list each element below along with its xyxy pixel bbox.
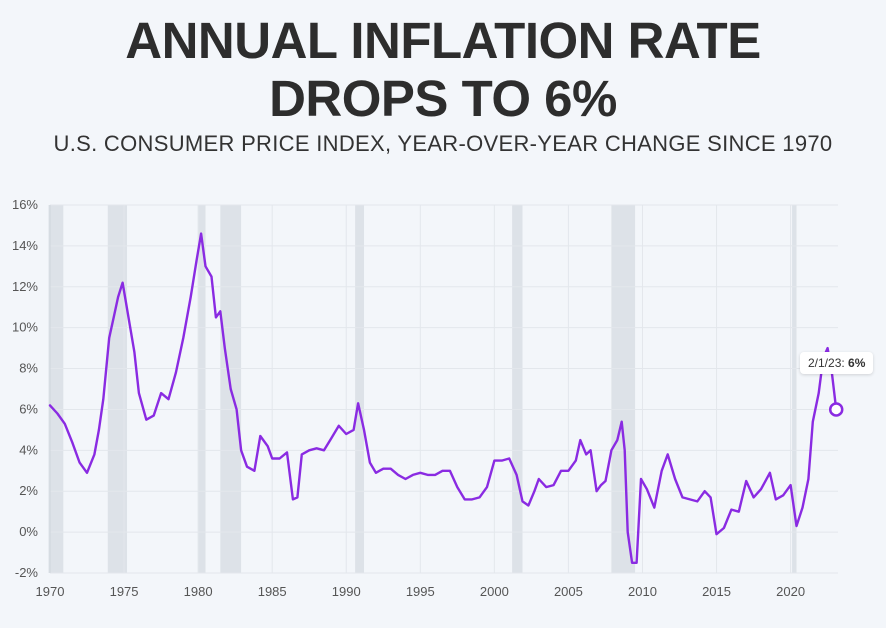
recession-bands	[48, 205, 797, 573]
tooltip-date: 2/1/23:	[808, 356, 845, 370]
recession-band-5	[512, 205, 523, 573]
x-tick-label: 2010	[628, 584, 657, 599]
y-tick-label: 8%	[19, 361, 38, 376]
y-tick-label: 14%	[12, 238, 38, 253]
y-tick-label: 0%	[19, 524, 38, 539]
series-line-0	[48, 232, 838, 564]
recession-band-6	[611, 205, 636, 573]
data-series	[48, 232, 838, 564]
x-tick-label: 1970	[36, 584, 65, 599]
y-tick-label: 6%	[19, 401, 38, 416]
y-tick-label: 10%	[12, 320, 38, 335]
y-tick-label: 4%	[19, 442, 38, 457]
x-axis: 1970 1975 1980 1985 1990 1995 2000 2005 2010 2015…	[36, 205, 805, 599]
x-tick-label: 1975	[110, 584, 139, 599]
highlight-marker-group	[828, 402, 844, 417]
value-tooltip: 2/1/23: 6%	[800, 352, 874, 374]
x-tick-label: 2000	[480, 584, 509, 599]
y-axis: -2% 0% 2% 4% 6% 8% 10% 12% 14% 16%	[12, 197, 38, 580]
y-tick-label: 16%	[12, 197, 38, 212]
chart-subtitle: U.S. CONSUMER PRICE INDEX, YEAR-OVER-YEA…	[53, 131, 833, 156]
x-tick-label: 2020	[776, 584, 805, 599]
y-tick-label: 2%	[19, 483, 38, 498]
recession-band-4	[355, 205, 365, 573]
gridlines	[49, 204, 838, 574]
x-tick-label: 2015	[702, 584, 731, 599]
chart-title-line-1: ANNUAL INFLATION RATE	[125, 12, 761, 69]
recession-band-2	[198, 205, 206, 573]
y-tick-label: -2%	[15, 565, 39, 580]
x-tick-label: 1995	[406, 584, 435, 599]
x-tick-label: 1980	[184, 584, 213, 599]
tooltip-value: 6%	[848, 356, 866, 370]
chart-title: ANNUAL INFLATION RATE DROPS TO 6%	[0, 12, 886, 128]
x-tick-label: 1985	[258, 584, 287, 599]
recession-band-7	[792, 205, 797, 573]
x-tick-label: 1990	[332, 584, 361, 599]
recession-band-1	[107, 205, 128, 573]
highlight-marker	[828, 402, 844, 417]
recession-band-0	[48, 205, 64, 573]
x-tick-label: 2005	[554, 584, 583, 599]
chart-title-line-2: DROPS TO 6%	[269, 70, 617, 127]
y-tick-label: 12%	[12, 279, 38, 294]
